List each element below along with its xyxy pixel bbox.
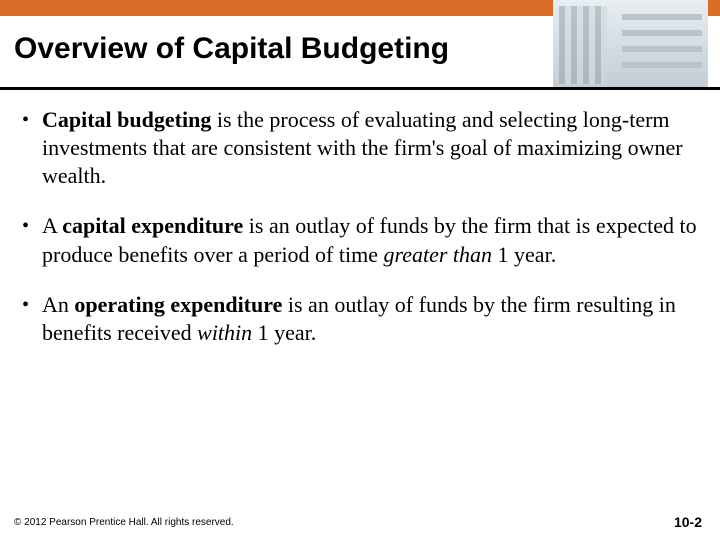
bullet-text: A capital expenditure is an outlay of fu…: [42, 212, 698, 268]
content-area: • Capital budgeting is the process of ev…: [22, 106, 698, 369]
copyright-text: © 2012 Pearson Prentice Hall. All rights…: [14, 517, 234, 528]
bullet-item: • A capital expenditure is an outlay of …: [22, 212, 698, 268]
slide-title: Overview of Capital Budgeting: [14, 32, 449, 66]
bullet-text: An operating expenditure is an outlay of…: [42, 291, 698, 347]
bullet-marker: •: [22, 106, 42, 190]
bullet-text: Capital budgeting is the process of eval…: [42, 106, 698, 190]
page-number: 10-2: [674, 514, 702, 530]
bullet-marker: •: [22, 212, 42, 268]
bullet-item: • Capital budgeting is the process of ev…: [22, 106, 698, 190]
bullet-marker: •: [22, 291, 42, 347]
bullet-item: • An operating expenditure is an outlay …: [22, 291, 698, 347]
title-area: Overview of Capital Budgeting: [0, 16, 720, 90]
